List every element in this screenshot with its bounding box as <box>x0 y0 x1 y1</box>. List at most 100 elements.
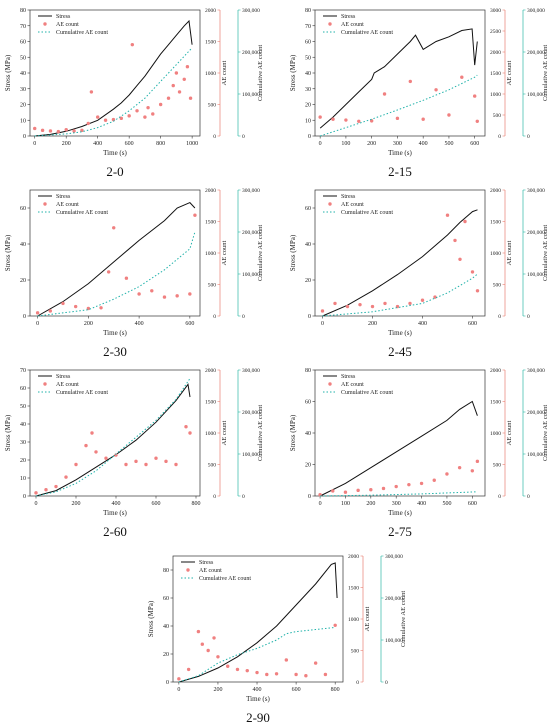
y1-tick-label: 60 <box>20 40 26 46</box>
ae-count-point <box>124 462 128 467</box>
y1-tick-label: 60 <box>20 386 26 392</box>
ae-count-point <box>304 674 308 678</box>
stress-line <box>322 209 478 317</box>
ae-count-point <box>433 295 437 299</box>
ae-count-point <box>294 672 298 677</box>
ae-count-point <box>64 475 68 479</box>
ae-count-point <box>143 115 147 119</box>
ae-count-point <box>171 83 175 88</box>
x-tick-label: 0 <box>321 321 324 327</box>
ae-count-point <box>395 116 400 121</box>
x-tick-label: 200 <box>366 501 375 507</box>
x-tick-label: 600 <box>470 141 479 147</box>
legend-ae-label: AE count <box>341 202 364 208</box>
ae-count-point <box>212 636 216 640</box>
ae-count-point <box>320 309 325 313</box>
ae-count-point <box>154 456 158 460</box>
ae-count-point <box>434 88 438 92</box>
plot-frame <box>314 189 486 317</box>
legend-ae-label: AE count <box>56 22 79 28</box>
ae-count-point <box>463 219 467 224</box>
legend-ae-swatch <box>43 22 47 26</box>
y1-tick-label: 40 <box>163 624 169 630</box>
y2-tick-label: 500 <box>493 463 502 469</box>
y2-tick-label: 2000 <box>348 554 359 560</box>
x-tick-label: 300 <box>393 141 402 147</box>
ae-count-point <box>475 119 479 124</box>
panel-caption: 2-90 <box>246 710 270 725</box>
x-tick-label: 0 <box>319 501 322 507</box>
x-axis-label: Time (s) <box>246 695 270 703</box>
stress-line <box>319 28 478 129</box>
ae-count-point <box>94 450 98 454</box>
legend-ae-label: AE count <box>341 22 364 28</box>
ae-count-point <box>137 292 141 296</box>
y2-axis-label: AE count <box>221 420 228 445</box>
y2-tick-label: 1500 <box>348 586 359 592</box>
x-tick-label: 800 <box>331 687 340 693</box>
y1-tick-label: 20 <box>163 652 169 658</box>
y2-tick-label: 1500 <box>205 40 216 46</box>
stress-line <box>37 202 196 317</box>
y1-tick-label: 40 <box>305 71 311 77</box>
ae-count-point <box>166 96 171 100</box>
ae-count-point <box>255 670 259 675</box>
y3-tick-label: 100,000 <box>242 92 260 98</box>
ae-count-point <box>470 469 475 473</box>
ae-count-point <box>445 472 449 476</box>
x-tick-label: 0 <box>319 141 322 147</box>
ae-count-point <box>135 109 139 113</box>
ae-count-point <box>185 65 190 69</box>
y2-tick-label: 500 <box>493 113 502 119</box>
ae-count-point <box>420 298 425 302</box>
y1-tick-label: 20 <box>305 463 311 469</box>
chart-panel: 0 200 400 600 800 Time (s) 0 20 40 60 80 Stress (MP… <box>147 554 407 703</box>
y1-axis-label: Stress (MPa) <box>4 414 12 451</box>
cumulative-ae-line <box>320 491 478 497</box>
ae-count-point <box>458 257 462 261</box>
x-tick-label: 600 <box>468 321 477 327</box>
panel-caption: 2-75 <box>388 524 412 539</box>
y3-tick-label: 200,000 <box>242 50 260 56</box>
y3-tick-label: 200,000 <box>242 410 260 416</box>
x-tick-label: 600 <box>468 501 477 507</box>
x-tick-label: 400 <box>93 141 102 147</box>
y1-tick-label: 80 <box>305 8 311 14</box>
y3-axis-label: Cumulative AE count <box>542 45 549 102</box>
ae-count-point <box>193 213 197 217</box>
ae-count-point <box>358 302 362 307</box>
chart-panel: 0 200 400 600 Time (s) 0 20 40 60 Stress (MPa) 0 50… <box>4 188 264 337</box>
ae-count-point <box>48 129 53 133</box>
y1-tick-label: 0 <box>23 314 26 320</box>
legend-cum-label: Cumulative AE count <box>56 210 108 216</box>
y1-tick-label: 60 <box>20 206 26 212</box>
ae-count-point <box>127 114 131 118</box>
y2-tick-label: 1000 <box>205 71 216 77</box>
ae-count-point <box>331 117 335 121</box>
ae-count-point <box>61 301 65 306</box>
ae-count-point <box>318 115 322 119</box>
x-tick-label: 100 <box>341 141 350 147</box>
y3-tick-label: 0 <box>527 314 530 320</box>
ae-count-point <box>72 129 76 133</box>
y1-axis-label: Stress (MPa) <box>289 414 297 451</box>
plot-frame <box>314 9 486 137</box>
x-tick-label: 400 <box>253 687 262 693</box>
y2-axis-label: AE count <box>221 240 228 265</box>
ae-count-point <box>90 431 94 435</box>
ae-count-point <box>216 655 220 659</box>
panel-caption: 2-60 <box>103 524 127 539</box>
y3-axis-label: Cumulative AE count <box>542 225 549 282</box>
y2-tick-label: 500 <box>351 649 360 655</box>
y2-tick-label: 1000 <box>490 431 501 437</box>
y3-tick-label: 200,000 <box>385 596 403 602</box>
y1-tick-label: 60 <box>305 206 311 212</box>
ae-count-point <box>151 112 155 116</box>
y2-tick-label: 0 <box>213 314 216 320</box>
y2-tick-label: 1000 <box>490 251 501 257</box>
plot-frame <box>29 369 201 497</box>
y3-axis-label: Cumulative AE count <box>542 405 549 462</box>
y1-axis-label: Stress (MPa) <box>4 234 12 271</box>
